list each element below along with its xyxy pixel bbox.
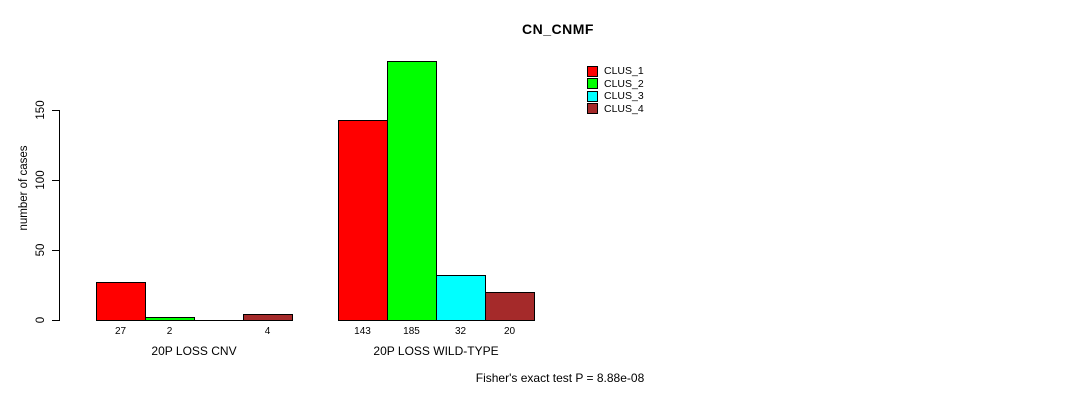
fisher-test-annotation: Fisher's exact test P = 8.88e-08 [475,371,645,385]
y-axis-tick [52,320,59,321]
bar-clus-2-group-1 [145,317,195,321]
x-category-label: 20P LOSS CNV [151,344,237,358]
bar-clus-4-group-1 [243,314,293,321]
legend-color-swatch [587,78,598,90]
legend-item: CLUS_3 [587,90,644,102]
y-tick-label: 150 [35,100,47,120]
legend-item-label: CLUS_1 [604,65,644,77]
bar-value-label: 27 [114,326,127,337]
y-tick-label: 100 [35,170,47,190]
bar-clus-4-group-2 [485,292,535,321]
legend-item-label: CLUS_2 [604,77,644,90]
bar-clus-2-group-2 [387,61,437,321]
legend-item-label: CLUS_3 [604,90,644,102]
bar-clus-3-group-1 [194,320,244,321]
legend-item: CLUS_4 [587,102,644,115]
y-tick-label: 50 [35,243,47,257]
y-axis-tick [52,110,59,111]
y-tick-label: 0 [35,316,47,324]
bar-value-label: 32 [454,326,467,337]
legend-item-label: CLUS_4 [604,102,644,115]
bar-clus-1-group-1 [96,282,146,321]
bar-value-label: 2 [166,326,173,337]
legend-item: CLUS_2 [587,77,644,90]
legend-color-swatch [587,90,598,102]
bar-value-label: 185 [403,326,420,337]
y-axis-line [59,110,60,321]
legend-item: CLUS_1 [587,65,644,77]
chart-title: CN_CNMF [522,21,594,37]
bar-clus-3-group-2 [436,275,486,321]
y-axis-label: number of cases [18,145,30,231]
x-category-label: 20P LOSS WILD-TYPE [373,344,499,358]
bar-value-label: 20 [503,326,516,337]
legend-color-swatch [587,103,598,115]
bar-value-label: 4 [264,326,271,337]
legend: CLUS_1 CLUS_2 CLUS_3 CLUS_4 [587,65,644,115]
bar-clus-1-group-2 [338,120,388,321]
legend-color-swatch [587,65,598,77]
bar-value-label: 143 [354,326,371,337]
y-axis-tick [52,250,59,251]
y-axis-tick [52,180,59,181]
